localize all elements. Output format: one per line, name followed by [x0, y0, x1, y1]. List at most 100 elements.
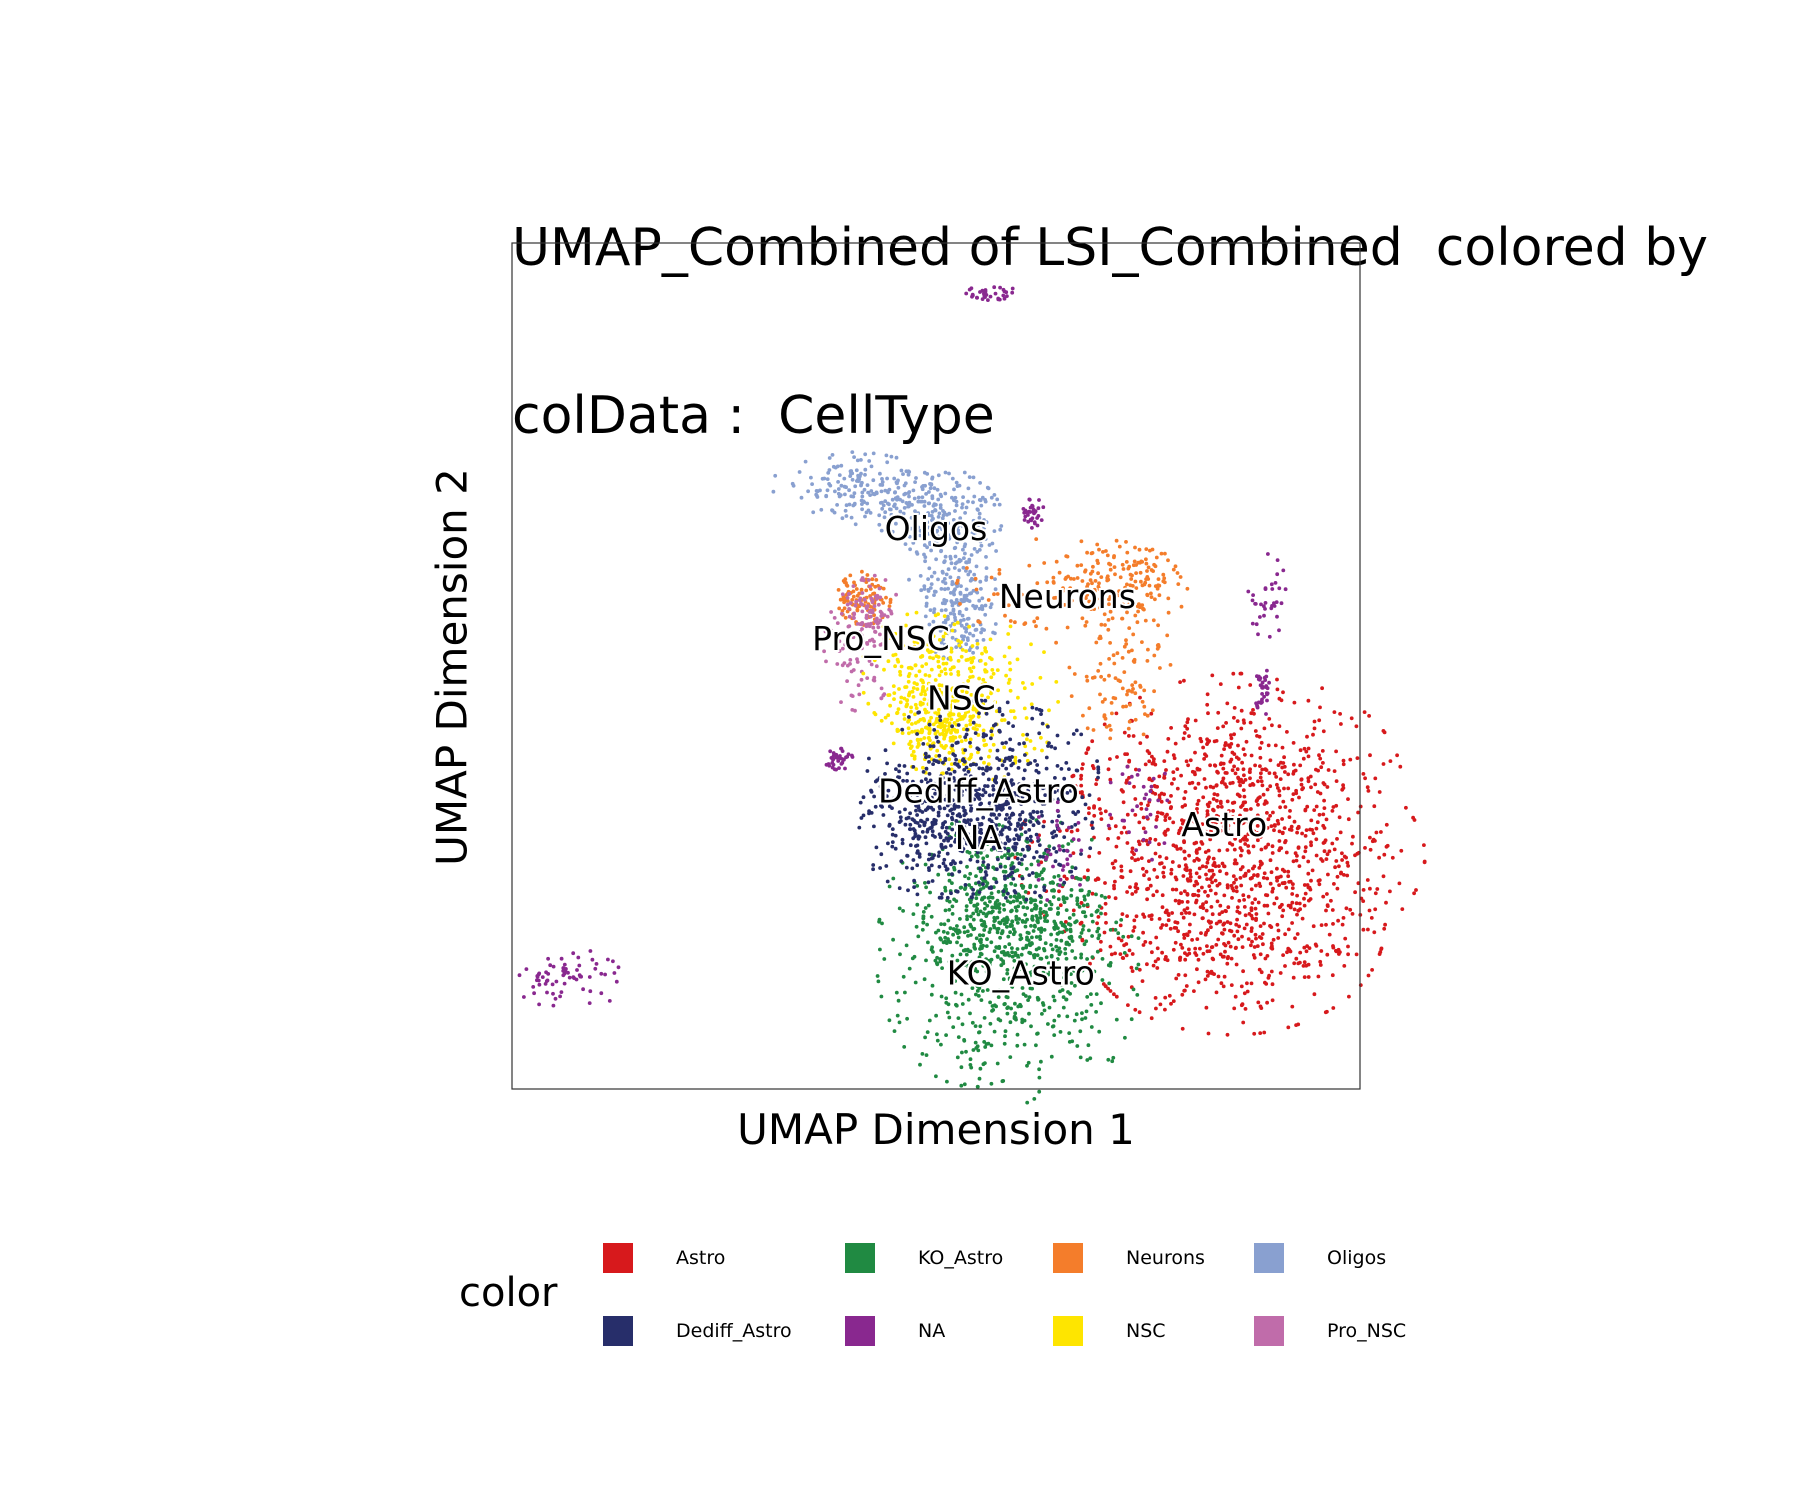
cell-point — [1056, 814, 1061, 818]
cell-point — [1128, 885, 1132, 889]
cell-point — [1231, 671, 1236, 676]
cell-point — [1222, 921, 1227, 926]
cell-point — [1092, 804, 1096, 809]
cell-point — [1066, 741, 1071, 745]
cell-point — [1136, 936, 1141, 940]
cell-point — [847, 592, 851, 596]
cell-point — [1152, 562, 1156, 567]
cell-point — [903, 990, 907, 995]
cell-point — [1344, 855, 1348, 860]
cell-point — [983, 977, 988, 982]
cell-point — [1211, 816, 1216, 821]
cell-point — [944, 996, 949, 1001]
cell-point — [944, 661, 949, 666]
cell-point — [1130, 892, 1135, 896]
cell-point — [1341, 783, 1345, 787]
cell-point — [1422, 843, 1426, 847]
cell-point — [845, 679, 849, 683]
cell-point — [1008, 1055, 1013, 1059]
cell-point — [984, 566, 989, 570]
cell-point — [1120, 562, 1125, 567]
cell-point — [1058, 989, 1062, 994]
cell-point — [1141, 943, 1146, 947]
cell-point — [1255, 813, 1260, 818]
cell-point — [1305, 734, 1309, 739]
cell-point — [908, 811, 912, 816]
cell-point — [1377, 952, 1382, 956]
cell-point — [1266, 842, 1271, 847]
cell-point — [937, 864, 942, 869]
cell-point — [1145, 897, 1149, 902]
cell-point — [893, 846, 898, 851]
cell-point — [578, 974, 583, 979]
cell-point — [917, 645, 921, 650]
cell-point — [1176, 929, 1180, 934]
cell-point — [861, 795, 866, 800]
cell-point — [1225, 827, 1230, 831]
cell-point — [1238, 813, 1242, 818]
cell-point — [947, 536, 952, 541]
cell-point — [933, 731, 938, 736]
cell-point — [960, 1002, 965, 1006]
cell-point — [971, 892, 976, 896]
cell-point — [588, 949, 593, 953]
cell-point — [939, 1042, 943, 1047]
cell-point — [1243, 752, 1247, 757]
cell-point — [1131, 659, 1136, 663]
cell-point — [1301, 786, 1305, 790]
cell-point — [1302, 945, 1307, 950]
cell-point — [1049, 744, 1054, 749]
cell-point — [942, 699, 947, 704]
cell-point — [861, 671, 866, 676]
cell-point — [1239, 726, 1244, 731]
cell-point — [860, 627, 864, 631]
cell-point — [1219, 753, 1224, 758]
cell-point — [992, 949, 997, 954]
cell-point — [1179, 604, 1184, 609]
cell-point — [1187, 947, 1191, 952]
cell-point — [900, 841, 905, 846]
cell-point — [989, 891, 994, 896]
cell-point — [1397, 881, 1402, 886]
cell-point — [1163, 910, 1168, 915]
cell-point — [938, 718, 943, 723]
cell-point — [918, 499, 923, 504]
cell-point — [870, 608, 875, 613]
cell-point — [1006, 603, 1011, 608]
cell-point — [906, 726, 911, 731]
cell-point — [1250, 939, 1254, 944]
cell-point — [930, 879, 935, 883]
cell-point — [920, 927, 925, 932]
cell-point — [994, 823, 998, 827]
cell-point — [1182, 839, 1186, 843]
cell-point — [959, 618, 963, 623]
cluster-oligos-points — [771, 450, 1004, 663]
cell-point — [1033, 966, 1038, 971]
cell-point — [990, 541, 995, 546]
cell-point — [974, 909, 979, 914]
cell-point — [971, 650, 975, 655]
cell-point — [979, 998, 984, 1002]
cell-point — [1281, 761, 1286, 765]
cell-point — [1197, 875, 1202, 879]
cell-point — [982, 959, 987, 964]
cell-point — [1322, 840, 1327, 845]
cell-point — [1190, 780, 1195, 785]
cell-point — [982, 906, 987, 911]
cell-point — [1265, 954, 1270, 958]
cell-point — [1330, 973, 1335, 978]
cell-point — [1040, 1012, 1044, 1016]
cell-point — [890, 840, 895, 844]
cell-point — [1246, 820, 1251, 825]
cell-point — [957, 759, 962, 764]
cell-point — [1038, 854, 1043, 859]
cell-point — [941, 929, 946, 934]
cell-point — [1059, 938, 1064, 943]
cell-point — [1057, 570, 1062, 575]
cell-point — [942, 922, 947, 927]
cell-point — [1235, 917, 1239, 922]
cell-point — [959, 522, 964, 527]
cell-point — [927, 1018, 932, 1023]
cell-point — [1025, 732, 1030, 737]
cell-point — [1052, 1033, 1057, 1037]
